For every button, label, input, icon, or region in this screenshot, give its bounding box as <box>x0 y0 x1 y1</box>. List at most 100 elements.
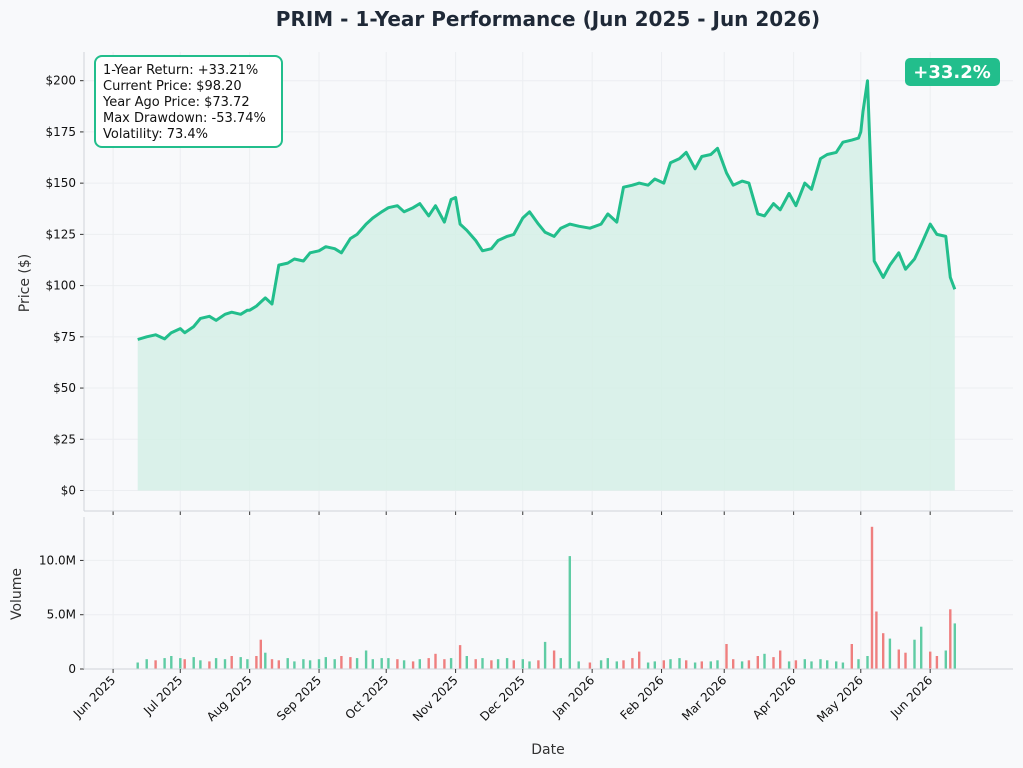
volume-bar <box>904 652 907 669</box>
volume-bar <box>935 656 939 669</box>
date-x-tick-label: Mar 2026 <box>679 673 729 723</box>
volume-bar <box>208 661 211 669</box>
volume-bar <box>505 658 509 669</box>
price-y-tick-label: $125 <box>45 227 76 241</box>
volume-bar <box>293 661 296 669</box>
date-x-tick-label: Apr 2026 <box>750 673 799 722</box>
volume-bar <box>803 659 806 669</box>
volume-bar <box>364 650 368 669</box>
volume-bar <box>646 662 650 669</box>
price-line <box>137 79 957 341</box>
volume-bar <box>264 652 267 669</box>
volume-bar <box>599 660 603 669</box>
volume-bar <box>662 660 665 669</box>
volume-y-tick-label: 5.0M <box>47 608 76 622</box>
volume-bars <box>136 526 956 669</box>
volume-bar <box>199 660 202 669</box>
volume-bar <box>756 656 759 669</box>
volume-bar <box>183 659 186 669</box>
volume-bar <box>826 660 829 669</box>
date-x-tick-label: Feb 2026 <box>617 673 666 722</box>
price-y-tick-label: $100 <box>45 279 76 293</box>
volume-bar <box>255 656 258 669</box>
return-badge: +33.2% <box>905 58 1000 86</box>
volume-bar <box>638 651 641 669</box>
volume-bar <box>355 658 359 669</box>
volume-bar <box>559 658 562 669</box>
date-x-tick-label: Jun 2026 <box>887 673 935 721</box>
stats-line-return: 1-Year Return: +33.21% <box>103 63 258 78</box>
volume-bar <box>277 660 280 669</box>
volume-bar <box>512 660 515 669</box>
volume-bar <box>866 656 869 669</box>
volume-bar <box>953 623 956 669</box>
stats-box: 1-Year Return: +33.21% Current Price: $9… <box>94 55 283 148</box>
volume-bar <box>308 660 312 669</box>
volume-bar <box>474 659 477 669</box>
volume-bar <box>418 659 421 669</box>
volume-bar <box>669 659 672 669</box>
volume-bar <box>246 659 249 669</box>
volume-bar <box>458 645 462 669</box>
volume-bar <box>870 526 874 669</box>
volume-bar <box>740 661 744 669</box>
volume-bar <box>787 661 791 669</box>
volume-bar <box>913 639 916 669</box>
return-badge-text: +33.2% <box>913 62 991 83</box>
date-x-axis: Jun 2025 Jul 2025 Aug 2025 Sep 2025 Oct 2025… <box>70 669 935 725</box>
volume-bar <box>230 656 233 669</box>
stats-line-volatility: Volatility: 73.4% <box>103 127 208 142</box>
volume-bar <box>810 661 813 669</box>
volume-bar <box>496 659 500 669</box>
price-area-fill <box>137 80 955 491</box>
volume-bar <box>481 658 484 669</box>
date-x-tick-label: Jun 2025 <box>70 673 118 721</box>
volume-bar <box>349 657 352 669</box>
volume-bar <box>396 659 399 669</box>
volume-bar <box>897 649 900 669</box>
volume-bar <box>622 660 625 669</box>
volume-bar <box>678 658 681 669</box>
price-y-tick-label: $175 <box>45 125 76 139</box>
date-x-tick-label: Dec 2025 <box>477 673 528 724</box>
volume-bar <box>192 657 195 669</box>
volume-bar <box>857 659 860 669</box>
price-y-tick-label: $75 <box>53 330 76 344</box>
stats-line-year-ago: Year Ago Price: $73.72 <box>102 95 250 110</box>
volume-bar <box>615 661 618 669</box>
date-x-tick-label: Oct 2025 <box>342 673 391 722</box>
volume-bar <box>716 660 719 669</box>
volume-bar <box>145 659 148 669</box>
volume-bar <box>888 638 892 669</box>
volume-bar <box>380 658 383 669</box>
volume-bar <box>693 662 697 669</box>
volume-bar <box>920 626 923 669</box>
volume-bar <box>577 661 580 669</box>
volume-bar <box>568 556 571 669</box>
volume-y-tick-label: 10.0M <box>39 553 76 567</box>
volume-bar <box>779 650 782 669</box>
volume-bar <box>302 659 305 669</box>
price-y-tick-label: $150 <box>45 176 76 190</box>
chart-title: PRIM - 1-Year Performance (Jun 2025 - Ju… <box>276 7 820 31</box>
price-panel: $0 $25 $50 $75 $100 $125 $150 $175 $200 Price ($… <box>17 52 1013 515</box>
volume-bar <box>136 662 139 669</box>
date-x-tick-label: Nov 2025 <box>410 673 461 724</box>
volume-bar <box>324 657 327 669</box>
volume-bar <box>537 660 540 669</box>
volume-bar <box>317 659 321 669</box>
volume-bar <box>794 660 798 669</box>
volume-bar <box>725 644 728 669</box>
volume-bar <box>179 658 182 669</box>
volume-bar <box>402 660 406 669</box>
volume-panel: 0 5.0M 10.0M Jun 2025 Jul 2025 Aug 2025 Sep 2… <box>9 517 1013 758</box>
volume-bar <box>443 659 446 669</box>
volume-bar <box>340 656 343 669</box>
volume-bar <box>286 658 289 669</box>
volume-bar <box>528 661 531 669</box>
volume-bar <box>882 633 885 669</box>
price-y-tick-label: $50 <box>53 381 76 395</box>
date-x-tick-label: Jul 2025 <box>140 673 185 718</box>
volume-y-axis: 0 5.0M 10.0M <box>39 553 84 676</box>
